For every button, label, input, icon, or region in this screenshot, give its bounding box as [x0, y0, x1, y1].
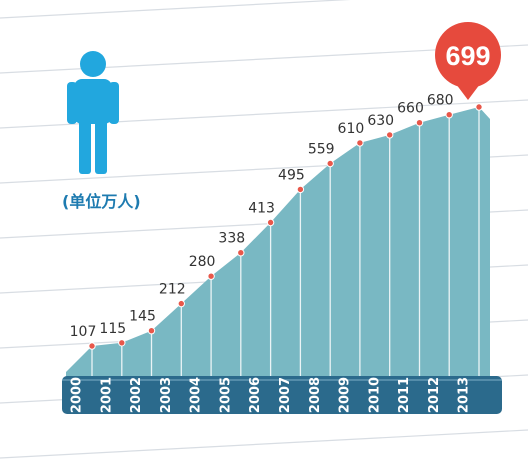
background-line	[0, 0, 351, 19]
data-point	[475, 103, 483, 111]
data-label: 145	[129, 309, 156, 325]
callout-circle	[435, 22, 501, 88]
x-tick-label: 2006	[248, 377, 263, 413]
year-dividers	[91, 107, 480, 378]
x-tick-label: 2009	[338, 377, 353, 413]
data-label: 630	[367, 113, 394, 129]
x-tick-label: 2010	[367, 377, 382, 413]
data-label: 559	[308, 142, 335, 158]
x-tick-label: 2007	[278, 377, 293, 413]
data-point	[326, 159, 334, 168]
data-point	[207, 272, 215, 280]
data-label: 338	[218, 231, 245, 247]
data-point	[118, 339, 126, 347]
data-point	[386, 131, 394, 139]
data-label: 610	[338, 121, 365, 137]
data-label: 413	[248, 201, 275, 217]
x-tick-label: 2003	[159, 377, 174, 413]
x-tick-label: 2004	[189, 377, 204, 413]
data-point	[445, 111, 453, 119]
data-label: 280	[189, 254, 216, 270]
data-label: 660	[397, 101, 424, 117]
data-point	[296, 185, 305, 194]
data-label: 212	[159, 282, 186, 298]
callout-value: 699	[445, 41, 490, 71]
data-point	[237, 249, 245, 257]
data-point	[266, 218, 275, 227]
year-axis-band: 2000 2001 2002 2003 2004 2005 2006 2007 2008 2009…	[62, 376, 502, 414]
x-tick-label: 2013	[457, 377, 472, 413]
axis-band	[62, 376, 502, 414]
person-icon	[67, 51, 119, 174]
data-point	[415, 119, 424, 127]
background-line	[0, 429, 528, 459]
data-label: 107	[70, 324, 97, 340]
x-tick-label: 2008	[308, 377, 323, 413]
data-point	[356, 139, 364, 147]
data-point	[177, 299, 186, 308]
x-tick-label: 2011	[397, 377, 412, 413]
area-series	[66, 107, 490, 378]
data-label: 495	[278, 167, 305, 183]
data-label: 680	[427, 93, 454, 109]
x-tick-label: 2001	[99, 377, 114, 413]
callout-pointer	[456, 84, 480, 100]
unit-label: (单位万人)	[62, 192, 141, 211]
data-point	[88, 342, 96, 350]
x-tick-label: 2002	[129, 377, 144, 413]
data-points	[88, 103, 483, 350]
data-point	[147, 327, 156, 335]
x-tick-label: 2005	[219, 377, 234, 413]
data-label: 115	[99, 321, 126, 337]
highlight-callout: 699	[435, 22, 501, 100]
x-tick-label: 2000	[70, 377, 85, 413]
x-tick-label: 2012	[427, 377, 442, 413]
